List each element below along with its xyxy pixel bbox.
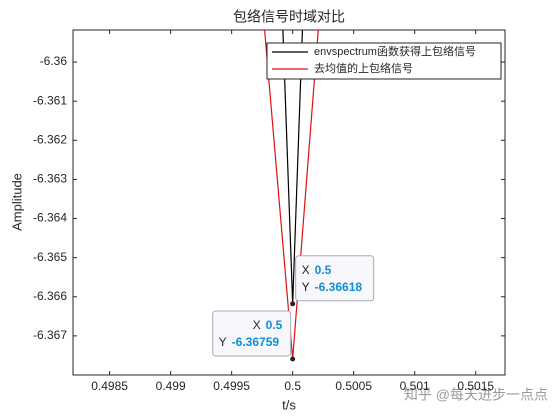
datatip-y-label: Y (219, 335, 227, 349)
datatip-y-value: -6.36759 (232, 335, 280, 349)
x-tick-label: 0.5005 (335, 379, 372, 393)
datatip-x-value: 0.5 (266, 318, 283, 332)
x-tick-label: 0.5 (284, 379, 301, 393)
datatip-box (295, 255, 375, 302)
datatip-x: X 0.5 (302, 263, 332, 277)
datatip-y-value: -6.36618 (315, 280, 363, 294)
datatip-x-label: X (302, 263, 310, 277)
datatip-x: X 0.5 (253, 318, 283, 332)
y-tick-label: -6.367 (33, 328, 67, 342)
datatip-y: Y -6.36759 (219, 335, 280, 349)
datatip-x-value: 0.5 (315, 263, 332, 277)
legend-box (266, 42, 502, 80)
x-tick-label: 0.4985 (91, 379, 128, 393)
x-tick-label: 0.501 (400, 379, 430, 393)
watermark: 知乎 @每天进步一点点 (404, 387, 548, 403)
y-tick-label: -6.361 (33, 93, 67, 107)
x-axis-label: t/s (282, 397, 296, 412)
x-tick-label: 0.5015 (457, 379, 494, 393)
y-tick-label: -6.36 (40, 54, 68, 68)
datatip-y-label: Y (302, 280, 310, 294)
y-tick-label: -6.366 (33, 289, 67, 303)
datatip-x-label: X (253, 318, 261, 332)
y-tick-label: -6.363 (33, 172, 67, 186)
y-tick-label: -6.365 (33, 250, 67, 264)
datatip-point (290, 301, 296, 307)
y-tick-label: -6.362 (33, 132, 67, 146)
legend-label: 去均值的上包络信号 (314, 61, 413, 75)
chart-title: 包络信号时域对比 (233, 9, 345, 25)
datatip-box (212, 310, 292, 357)
x-tick-label: 0.4995 (213, 379, 250, 393)
x-tick-label: 0.499 (156, 379, 186, 393)
y-tick-label: -6.364 (33, 211, 67, 225)
datatip-point (290, 356, 296, 362)
y-axis-label: Amplitude (9, 173, 24, 231)
legend-label: envspectrum函数获得上包络信号 (314, 44, 476, 58)
datatip-y: Y -6.36618 (302, 280, 363, 294)
